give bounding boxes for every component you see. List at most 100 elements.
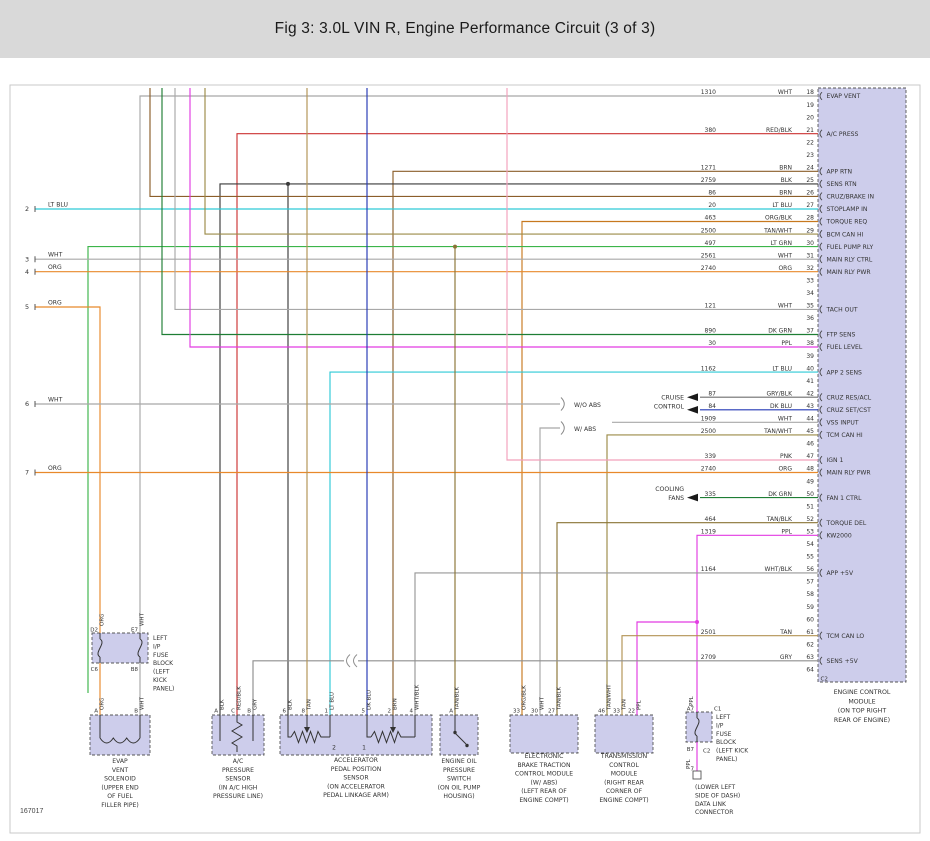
figure-title-bar: Fig 3: 3.0L VIN R, Engine Performance Ci… [0,0,930,58]
ecm-pin-number: 62 [806,641,814,648]
ecm-wire-circuit: 2709 [701,654,716,661]
ecm-wire-color: WHT [778,303,792,310]
component-pin-id: B [247,709,251,715]
ecm-pin-number: 19 [806,102,814,109]
ecm-pin-number: 40 [806,365,814,372]
right-ip-fuse-block-box [685,711,713,743]
app-sensor-box [279,714,433,756]
ecm-pin-label: IGN 1 [827,457,844,464]
ecm-pin-number: 34 [806,290,814,297]
ecm-pin-cavity [819,656,823,665]
wire-ppl [696,534,818,712]
ecm-pin-cavity [819,418,823,427]
ecm-pin-number: 22 [806,139,814,146]
component-symbol [454,732,467,745]
ecm-wire-circuit: 1162 [701,365,716,372]
ecm-wire-color: RED/BLK [766,127,793,134]
dlc-pin-id: 7 [691,767,695,773]
ecm-pin-number: 58 [806,591,814,598]
wire-pnk [506,88,818,461]
ecm-pin-number: 42 [806,390,814,397]
ecm-pin-cavity [819,531,823,540]
ecm-wire-circuit: 1164 [701,566,716,573]
component-pin-id: 5 [362,709,366,715]
ecm-wire-circuit: 2740 [701,466,716,473]
dlc-caption-line: SIDE OF DASH) [695,792,740,799]
component-caption-line: BRAKE TRACTION [517,762,570,769]
ecm-pin-cavity [819,405,823,414]
ebtcm-box [509,714,579,754]
component-pin-id: C [231,709,235,715]
ecm-pin-number: 27 [806,202,814,209]
ecm-pin-number: 18 [806,89,814,96]
ecm-pin-number: 38 [806,340,814,347]
ecm-wire-color: LT GRN [771,240,792,247]
wire-brn [149,88,818,197]
ecm-wire-circuit: 1310 [701,89,716,96]
ecm-wire-circuit: 1319 [701,528,716,535]
fuse-pin-id: C6 [91,667,99,673]
ecm-pin-cavity [819,393,823,402]
ecm-pin-cavity [819,255,823,264]
component-caption-line: VENT [112,767,129,774]
fuse-riser-color: PPL [689,695,695,706]
ecm-pin-cavity [819,631,823,640]
tap-wire-color: ORG [48,264,62,271]
component-caption-line: ACCELERATOR [334,757,379,764]
tap-number: 4 [25,268,29,276]
tap-wire-color: ORG [48,299,62,306]
wire-source-arrow-icon [687,393,698,401]
ecm-pin-cavity [819,217,823,226]
wire-red-blk [236,133,818,715]
fuse-caption-line: PANEL) [153,685,174,692]
component-pin-wire-color: ORG/BLK [522,685,528,710]
ecm-wire-color: GRY/BLK [766,390,793,397]
component-symbol [370,730,415,745]
fuse-caption-line: LEFT [153,635,167,642]
component-pin-id: B [134,709,138,715]
wire-wht-blk [414,572,818,715]
ecm-pin-number: 37 [806,328,814,335]
component-caption-line: ENGINE OIL [441,758,477,765]
component-caption-line: SENSOR [343,775,369,782]
component-pin-id: A [214,709,218,715]
ecm-pin-number: 48 [806,466,814,473]
ecm-pin-label: CRUZ/BRAKE IN [827,194,875,201]
ecm-pin-number: 63 [806,654,814,661]
component-pin-id: 33 [613,709,620,715]
with-abs-label: W/ ABS [574,426,596,433]
ecm-wire-circuit: 335 [705,491,717,498]
component-pin-wire-color: TAN/BLK [557,687,563,711]
oil-pressure-switch-box [439,714,479,756]
component-caption-line: PEDAL POSITION [331,766,382,773]
ecm-wire-circuit: 1271 [701,165,716,172]
fuse-caption-line: LEFT [716,714,730,721]
wire-org-blk [521,220,818,715]
fuse-caption-line: FUSE [716,731,732,738]
ecm-pin-number: 53 [806,528,814,535]
ecm-pin-label: BCM CAN HI [827,231,864,238]
wire-break-mark [346,654,351,668]
fuse-pin-id: D2 [90,628,98,634]
ecm-pin-number: 50 [806,491,814,498]
ecm-pin-label: STOPLAMP IN [827,206,868,213]
ecm-pin-number: 30 [806,240,814,247]
ecm-pin-number: 45 [806,428,814,435]
ecm-wire-circuit: 497 [705,240,717,247]
ecm-pin-cavity [819,179,823,188]
ecm-pin-label: MAIN RLY PWR [827,470,872,477]
component-pin-id: 6 [283,709,287,715]
ecm-pin-label: SENS RTN [827,181,857,188]
wire-gry [252,660,818,715]
switch-contact [453,730,457,735]
left-ip-fuse-block-box [91,632,149,664]
diagram-frame [9,84,921,834]
ecm-wire-circuit: 87 [708,390,716,397]
tap-wire-color: LT BLU [48,201,68,208]
dlc-caption-line: (LOWER LEFT [695,784,735,791]
component-caption-line: CORNER OF [606,788,643,795]
wire-tan-wht [204,88,818,235]
fuse-pin-id: B7 [687,747,695,753]
ecm-pin-cavity [819,330,823,339]
ecm-pin-label: CRUZ RES/ACL [827,394,872,401]
